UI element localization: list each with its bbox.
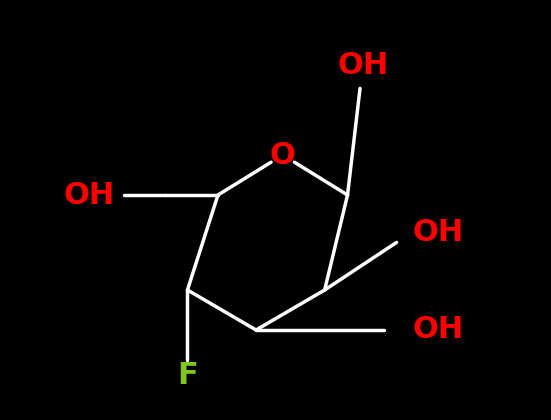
Text: OH: OH <box>64 181 115 210</box>
Text: OH: OH <box>412 218 463 247</box>
Text: F: F <box>177 360 198 389</box>
Text: O: O <box>270 141 296 170</box>
Text: OH: OH <box>337 50 388 79</box>
Text: OH: OH <box>412 315 463 344</box>
